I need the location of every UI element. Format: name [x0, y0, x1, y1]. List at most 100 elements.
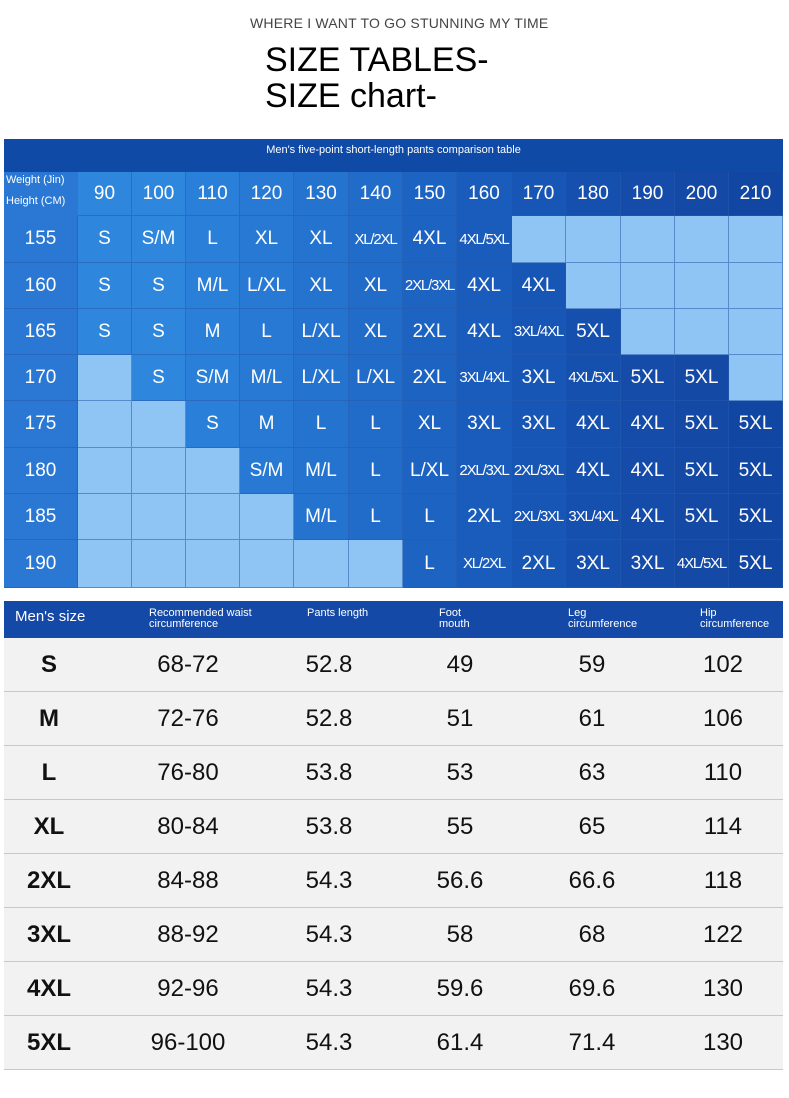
height-label-cell: 155	[4, 216, 78, 263]
size-grid-cell: 4XL/5XL	[457, 216, 512, 263]
measurement-cell: 59	[578, 651, 606, 678]
size-grid-cell: L	[240, 309, 294, 355]
size-grid-cell: 3XL/4XL	[457, 355, 512, 401]
empty-grid-cell	[729, 263, 783, 309]
empty-grid-cell	[566, 263, 621, 309]
weight-header-cell: 110	[186, 172, 240, 216]
empty-grid-cell	[186, 494, 240, 540]
empty-grid-cell	[349, 540, 403, 588]
title-line-2: SIZE chart-	[265, 77, 437, 115]
size-grid-cell: L/XL	[240, 263, 294, 309]
size-grid-cell: S	[78, 263, 132, 309]
size-grid-cell: 4XL	[512, 263, 566, 309]
measurement-cell: 84-88	[157, 867, 219, 894]
height-label-cell: 180	[4, 448, 78, 494]
spec-header-cell: Foot mouth	[439, 608, 470, 630]
measurement-cell: 61.4	[436, 1029, 484, 1056]
weight-header-cell: 130	[294, 172, 349, 216]
measurement-cell: 96-100	[150, 1029, 226, 1056]
weight-header-cell: 90	[78, 172, 132, 216]
table-row: 3XL 88-92 54.3 58 68 122	[4, 908, 783, 962]
size-grid-cell: 2XL	[512, 540, 566, 588]
size-grid-cell: 2XL	[403, 355, 457, 401]
measurement-cell: 53.8	[305, 813, 353, 840]
size-grid-cell: 3XL	[512, 355, 566, 401]
empty-grid-cell	[675, 216, 729, 263]
empty-grid-cell	[729, 309, 783, 355]
empty-grid-cell	[294, 540, 349, 588]
size-grid-cell: L	[294, 401, 349, 448]
spec-header-line: Recommended waist	[149, 607, 252, 619]
weight-header-cell: 100	[132, 172, 186, 216]
height-label-cell: 160	[4, 263, 78, 309]
size-grid-cell: XL/2XL	[457, 540, 512, 588]
spec-header-cell: Leg circumference	[568, 608, 637, 630]
empty-grid-cell	[729, 216, 783, 263]
size-grid-cell: XL	[349, 263, 403, 309]
measurement-cell: 130	[702, 975, 744, 1002]
size-grid-cell: XL	[403, 401, 457, 448]
empty-grid-cell	[78, 401, 132, 448]
measurement-cell: 54.3	[305, 975, 353, 1002]
measurement-cell: 52.8	[305, 651, 353, 678]
size-grid-cell: S	[186, 401, 240, 448]
measurement-cell: 49	[446, 651, 474, 678]
size-grid-cell: 2XL	[457, 494, 512, 540]
size-grid-cell: 5XL	[621, 355, 675, 401]
measurement-cell: 53	[446, 759, 474, 786]
table-row: 5XL 96-100 54.3 61.4 71.4 130	[4, 1016, 783, 1070]
size-grid-cell: 2XL	[403, 309, 457, 355]
weight-header-cell: 140	[349, 172, 403, 216]
measurement-cell: 55	[446, 813, 474, 840]
measurement-cell: 88-92	[157, 921, 219, 948]
size-label-cell: L	[41, 759, 57, 786]
spec-header-line: mouth	[439, 618, 470, 630]
size-label-cell: 3XL	[26, 921, 71, 948]
size-grid-cell: XL	[240, 216, 294, 263]
measurement-cell: 54.3	[305, 867, 353, 894]
size-grid-cell: 5XL	[566, 309, 621, 355]
height-label-cell: 190	[4, 540, 78, 588]
spec-header-line: Men's size	[15, 608, 86, 625]
table-row: XL 80-84 53.8 55 65 114	[4, 800, 783, 854]
size-grid-cell: 4XL	[566, 401, 621, 448]
grid-corner-labels: Weight (Jin) Height (CM)	[4, 172, 78, 216]
empty-grid-cell	[512, 216, 566, 263]
spec-header-cell: Recommended waist circumference	[149, 608, 252, 630]
size-grid-cell: L	[186, 216, 240, 263]
measurement-cell: 102	[702, 651, 744, 678]
empty-grid-cell	[132, 401, 186, 448]
weight-header-cell: 210	[729, 172, 783, 216]
spec-header-cell: Pants length	[307, 608, 368, 619]
weight-header-cell: 160	[457, 172, 512, 216]
measurement-cell: 65	[578, 813, 606, 840]
measurement-cell: 110	[703, 759, 743, 786]
size-grid-cell: 5XL	[729, 401, 783, 448]
size-grid-cell: 4XL	[621, 401, 675, 448]
size-grid-cell: S/M	[186, 355, 240, 401]
weight-header-cell: 180	[566, 172, 621, 216]
measurement-cell: 59.6	[436, 975, 484, 1002]
size-grid-cell: 3XL/4XL	[512, 309, 566, 355]
measurement-cell: 52.8	[305, 705, 353, 732]
empty-grid-cell	[132, 540, 186, 588]
table-row: 2XL 84-88 54.3 56.6 66.6 118	[4, 854, 783, 908]
measurement-cell: 71.4	[568, 1029, 616, 1056]
size-grid-cell: 4XL/5XL	[675, 540, 729, 588]
empty-grid-cell	[132, 494, 186, 540]
size-spec-header: Men's size Recommended waist circumference…	[4, 601, 783, 638]
size-grid-cell: XL	[294, 216, 349, 263]
size-grid-cell: 2XL/3XL	[512, 494, 566, 540]
size-grid-cell: 2XL/3XL	[512, 448, 566, 494]
header-subtitle: WHERE I WANT TO GO STUNNING MY TIME	[250, 15, 549, 31]
empty-grid-cell	[78, 494, 132, 540]
size-grid-cell: 3XL	[457, 401, 512, 448]
height-label-cell: 185	[4, 494, 78, 540]
empty-grid-cell	[132, 448, 186, 494]
weight-header-cell: 200	[675, 172, 729, 216]
measurement-cell: 130	[702, 1029, 744, 1056]
size-grid-cell: 3XL	[621, 540, 675, 588]
height-label-cell: 175	[4, 401, 78, 448]
size-grid-cell: L/XL	[349, 355, 403, 401]
size-grid-cell: 5XL	[729, 540, 783, 588]
